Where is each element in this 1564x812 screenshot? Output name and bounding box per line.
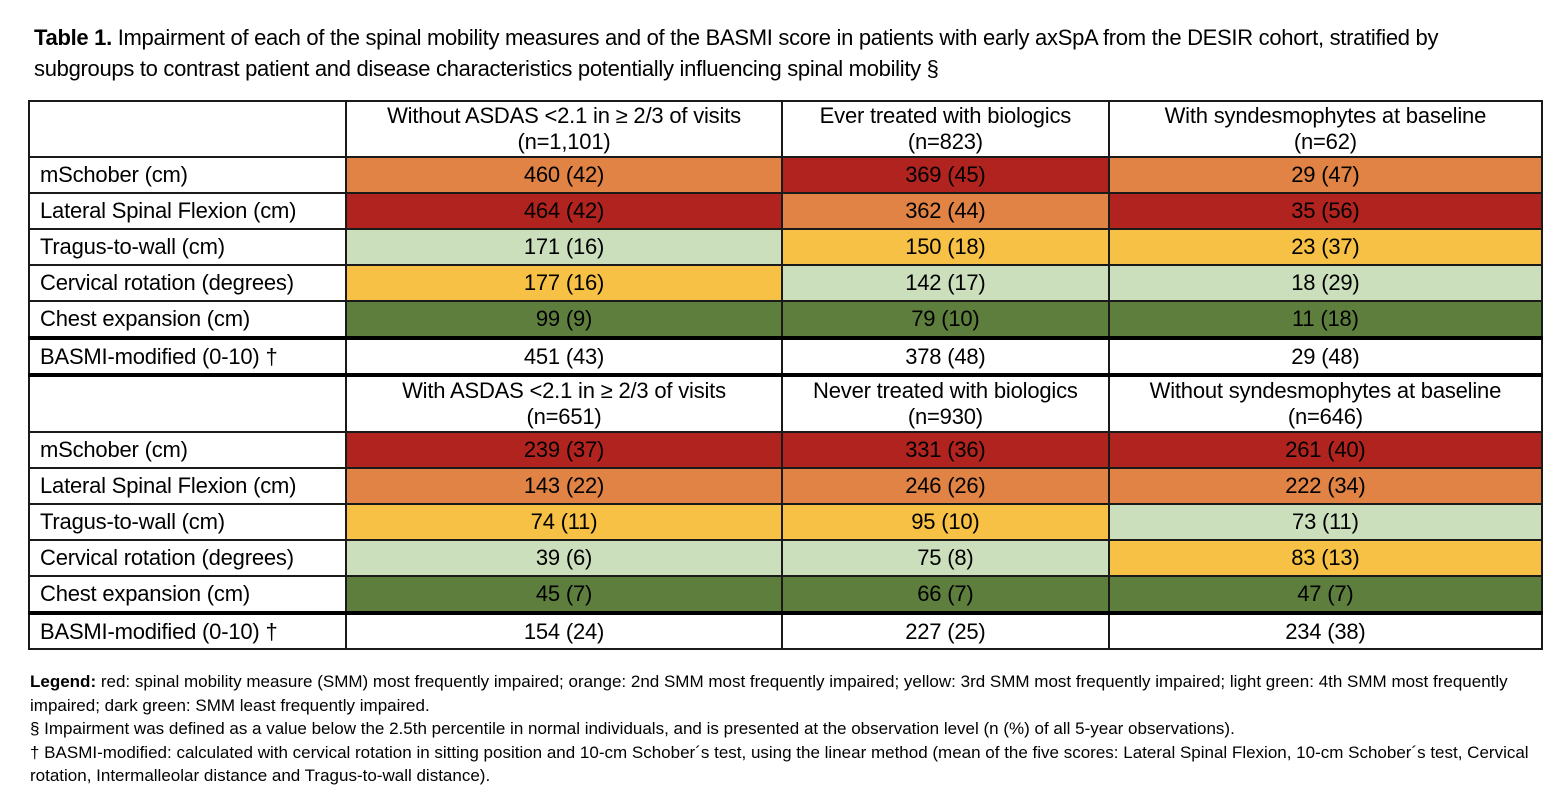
column-header-count: (n=823) [907,129,983,154]
value-cell-lightgreen: 75 (8) [781,539,1110,577]
header-row: Without ASDAS <2.1 in ≥ 2/3 of visits (n=… [28,100,1544,158]
basmi-row: BASMI-modified (0-10) † 154 (24) 227 (25) 2… [28,611,1544,650]
column-header-title: Ever treated with biologics [819,103,1072,128]
legend-colors: Legend: red: spinal mobility measure (SM… [30,670,1540,717]
value-cell-darkgreen: 66 (7) [781,575,1110,614]
value-cell-orange: 222 (34) [1107,467,1544,505]
caption-text: Impairment of each of the spinal mobilit… [34,25,1439,81]
table-row: Lateral Spinal Flexion (cm) 464 (42) 362 (… [28,192,1544,230]
header-row: With ASDAS <2.1 in ≥ 2/3 of visits (n=651… [28,373,1544,433]
value-cell-darkgreen: 79 (10) [781,300,1110,339]
column-header: Without syndesmophytes at baseline (n=646… [1107,373,1544,433]
value-cell-lightgreen: 142 (17) [781,264,1110,302]
value-cell-lightgreen: 73 (11) [1107,503,1544,541]
spinal-mobility-table: Without ASDAS <2.1 in ≥ 2/3 of visits (n=… [28,100,1544,650]
legend-label: Legend: [30,672,97,691]
value-cell-darkgreen: 47 (7) [1107,575,1544,614]
row-label: Cervical rotation (degrees) [28,539,347,577]
column-header-count: (n=1,101) [517,129,611,154]
row-label: Chest expansion (cm) [28,300,347,339]
value-cell-yellow: 23 (37) [1107,228,1544,266]
table-row: Cervical rotation (degrees) 177 (16) 142 (… [28,264,1544,302]
value-cell-orange: 29 (47) [1107,156,1544,194]
column-header-count: (n=930) [907,404,983,429]
value-cell-darkgreen: 45 (7) [345,575,783,614]
table-row: mSchober (cm) 239 (37) 331 (36) 261 (40) [28,431,1544,469]
value-cell-lightgreen: 18 (29) [1107,264,1544,302]
empty-header-cell [28,100,347,158]
value-cell-red: 261 (40) [1107,431,1544,469]
column-header-count: (n=651) [526,404,602,429]
value-cell: 154 (24) [345,611,783,650]
table-caption: Table 1. Impairment of each of the spina… [34,22,1544,84]
value-cell-orange: 246 (26) [781,467,1110,505]
value-cell-yellow: 83 (13) [1107,539,1544,577]
value-cell-yellow: 95 (10) [781,503,1110,541]
column-header: Never treated with biologics (n=930) [781,373,1110,433]
value-cell-orange: 362 (44) [781,192,1110,230]
table-row: Cervical rotation (degrees) 39 (6) 75 (8) 8… [28,539,1544,577]
table-row: Tragus-to-wall (cm) 74 (11) 95 (10) 73 (11) [28,503,1544,541]
table-row: Tragus-to-wall (cm) 171 (16) 150 (18) 23 (3… [28,228,1544,266]
table-row: Chest expansion (cm) 45 (7) 66 (7) 47 (7) [28,575,1544,614]
footnote-impairment: § Impairment was defined as a value belo… [30,719,1235,738]
value-cell-red: 239 (37) [345,431,783,469]
table-row: mSchober (cm) 460 (42) 369 (45) 29 (47) [28,156,1544,194]
row-label: BASMI-modified (0-10) † [28,336,347,376]
value-cell: 378 (48) [781,336,1110,376]
column-header-title: With syndesmophytes at baseline [1164,103,1487,128]
row-label: mSchober (cm) [28,431,347,469]
legend-text: red: spinal mobility measure (SMM) most … [30,672,1508,715]
row-label: mSchober (cm) [28,156,347,194]
value-cell-lightgreen: 39 (6) [345,539,783,577]
footnote-basmi: † BASMI-modified: calculated with cervic… [30,742,1529,786]
table-number: Table 1. [34,25,112,50]
column-header-count: (n=62) [1293,129,1357,154]
column-header: With syndesmophytes at baseline (n=62) [1107,100,1544,158]
column-header-title: Without syndesmophytes at baseline [1149,378,1502,403]
table-row: Chest expansion (cm) 99 (9) 79 (10) 11 (18) [28,300,1544,339]
table-legend: Legend: red: spinal mobility measure (SM… [30,670,1540,788]
column-header-title: Without ASDAS <2.1 in ≥ 2/3 of visits [387,103,741,128]
value-cell-orange: 143 (22) [345,467,783,505]
value-cell: 234 (38) [1107,611,1544,650]
column-header-title: Never treated with biologics [813,378,1078,403]
basmi-row: BASMI-modified (0-10) † 451 (43) 378 (48) 2… [28,336,1544,376]
row-label: Chest expansion (cm) [28,575,347,614]
value-cell: 29 (48) [1107,336,1544,376]
table-row: Lateral Spinal Flexion (cm) 143 (22) 246 (… [28,467,1544,505]
value-cell-darkgreen: 99 (9) [345,300,783,339]
row-label: Tragus-to-wall (cm) [28,503,347,541]
value-cell-red: 464 (42) [345,192,783,230]
value-cell-darkgreen: 11 (18) [1107,300,1544,339]
column-header-title: With ASDAS <2.1 in ≥ 2/3 of visits [402,378,726,403]
value-cell-lightgreen: 171 (16) [345,228,783,266]
row-label: Lateral Spinal Flexion (cm) [28,192,347,230]
row-label: Tragus-to-wall (cm) [28,228,347,266]
column-header: Without ASDAS <2.1 in ≥ 2/3 of visits (n=… [345,100,783,158]
value-cell: 451 (43) [345,336,783,376]
empty-header-cell [28,373,347,433]
value-cell-red: 331 (36) [781,431,1110,469]
value-cell-yellow: 177 (16) [345,264,783,302]
value-cell: 227 (25) [781,611,1110,650]
value-cell-red: 369 (45) [781,156,1110,194]
row-label: BASMI-modified (0-10) † [28,611,347,650]
column-header-count: (n=646) [1287,404,1363,429]
column-header: With ASDAS <2.1 in ≥ 2/3 of visits (n=651… [345,373,783,433]
row-label: Cervical rotation (degrees) [28,264,347,302]
value-cell-yellow: 74 (11) [345,503,783,541]
value-cell-orange: 460 (42) [345,156,783,194]
value-cell-yellow: 150 (18) [781,228,1110,266]
column-header: Ever treated with biologics (n=823) [781,100,1110,158]
row-label: Lateral Spinal Flexion (cm) [28,467,347,505]
value-cell-red: 35 (56) [1107,192,1544,230]
